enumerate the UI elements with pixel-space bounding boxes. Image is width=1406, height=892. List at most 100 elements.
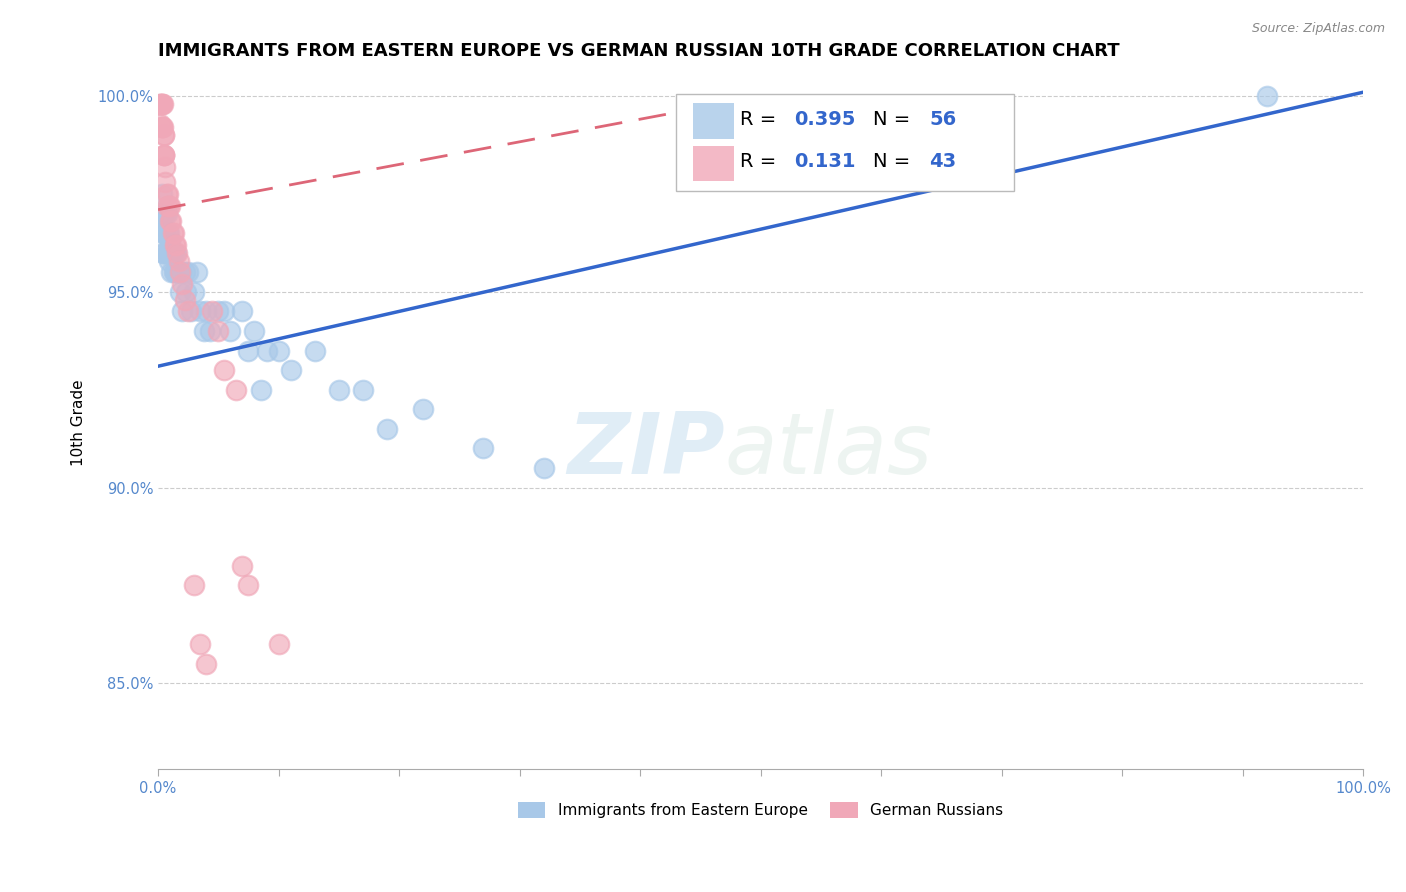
Point	[149, 97, 172, 112]
Point	[172, 277, 194, 291]
Point	[155, 186, 177, 201]
Point	[243, 324, 266, 338]
Point	[170, 265, 193, 279]
Point	[152, 120, 174, 135]
Point	[352, 383, 374, 397]
Point	[375, 422, 398, 436]
Point	[267, 343, 290, 358]
Point	[155, 245, 177, 260]
Point	[162, 226, 184, 240]
Text: ZIP: ZIP	[567, 409, 724, 492]
Text: R =: R =	[740, 152, 789, 171]
Point	[177, 304, 200, 318]
Point	[280, 363, 302, 377]
Point	[150, 120, 173, 135]
Point	[198, 324, 221, 338]
Point	[163, 265, 186, 279]
FancyBboxPatch shape	[676, 94, 1014, 191]
Point	[153, 148, 176, 162]
Point	[207, 304, 229, 318]
FancyBboxPatch shape	[693, 145, 734, 181]
Point	[188, 637, 211, 651]
Text: 0.395: 0.395	[794, 110, 856, 128]
Point	[152, 245, 174, 260]
Point	[195, 657, 218, 671]
Point	[155, 199, 177, 213]
Point	[249, 383, 271, 397]
Text: 0.131: 0.131	[794, 152, 856, 171]
Point	[172, 304, 194, 318]
Point	[165, 245, 187, 260]
Point	[149, 97, 172, 112]
Point	[177, 265, 200, 279]
Point	[150, 97, 173, 112]
Point	[183, 285, 205, 299]
Point	[153, 128, 176, 143]
Point	[159, 245, 181, 260]
Point	[153, 245, 176, 260]
Point	[328, 383, 350, 397]
Point	[225, 383, 247, 397]
Point	[214, 304, 236, 318]
Point	[149, 117, 172, 131]
Point	[150, 120, 173, 135]
Point	[153, 128, 176, 143]
Point	[155, 226, 177, 240]
Legend: Immigrants from Eastern Europe, German Russians: Immigrants from Eastern Europe, German R…	[512, 796, 1010, 824]
Point	[304, 343, 326, 358]
Point	[155, 175, 177, 189]
Point	[155, 160, 177, 174]
Point	[166, 245, 188, 260]
Point	[186, 265, 208, 279]
Point	[163, 238, 186, 252]
Point	[157, 253, 180, 268]
Point	[162, 245, 184, 260]
Point	[157, 199, 180, 213]
Point	[238, 578, 260, 592]
Point	[173, 293, 195, 307]
Text: N =: N =	[873, 152, 917, 171]
Point	[153, 226, 176, 240]
Point	[169, 265, 191, 279]
Point	[152, 206, 174, 220]
Point	[219, 324, 242, 338]
Point	[201, 304, 224, 318]
Point	[156, 226, 179, 240]
Point	[150, 186, 173, 201]
Point	[183, 578, 205, 592]
Point	[174, 285, 197, 299]
Point	[155, 206, 177, 220]
Point	[231, 304, 253, 318]
Point	[159, 199, 181, 213]
Point	[231, 558, 253, 573]
Point	[163, 226, 186, 240]
Point	[180, 304, 202, 318]
Text: IMMIGRANTS FROM EASTERN EUROPE VS GERMAN RUSSIAN 10TH GRADE CORRELATION CHART: IMMIGRANTS FROM EASTERN EUROPE VS GERMAN…	[157, 42, 1119, 60]
Point	[214, 363, 236, 377]
Point	[156, 186, 179, 201]
Point	[165, 265, 187, 279]
Point	[157, 226, 180, 240]
Point	[155, 206, 177, 220]
Point	[160, 265, 183, 279]
Point	[150, 226, 173, 240]
Point	[173, 265, 195, 279]
Point	[472, 442, 495, 456]
Text: R =: R =	[740, 110, 783, 128]
Point	[165, 238, 187, 252]
Point	[207, 324, 229, 338]
FancyBboxPatch shape	[693, 103, 734, 138]
Point	[160, 214, 183, 228]
Point	[195, 304, 218, 318]
Point	[159, 214, 181, 228]
Point	[163, 245, 186, 260]
Point	[169, 285, 191, 299]
Text: 56: 56	[929, 110, 956, 128]
Point	[167, 253, 190, 268]
Point	[153, 148, 176, 162]
Text: atlas: atlas	[724, 409, 932, 492]
Point	[256, 343, 278, 358]
Point	[166, 265, 188, 279]
Point	[533, 461, 555, 475]
Point	[149, 206, 172, 220]
